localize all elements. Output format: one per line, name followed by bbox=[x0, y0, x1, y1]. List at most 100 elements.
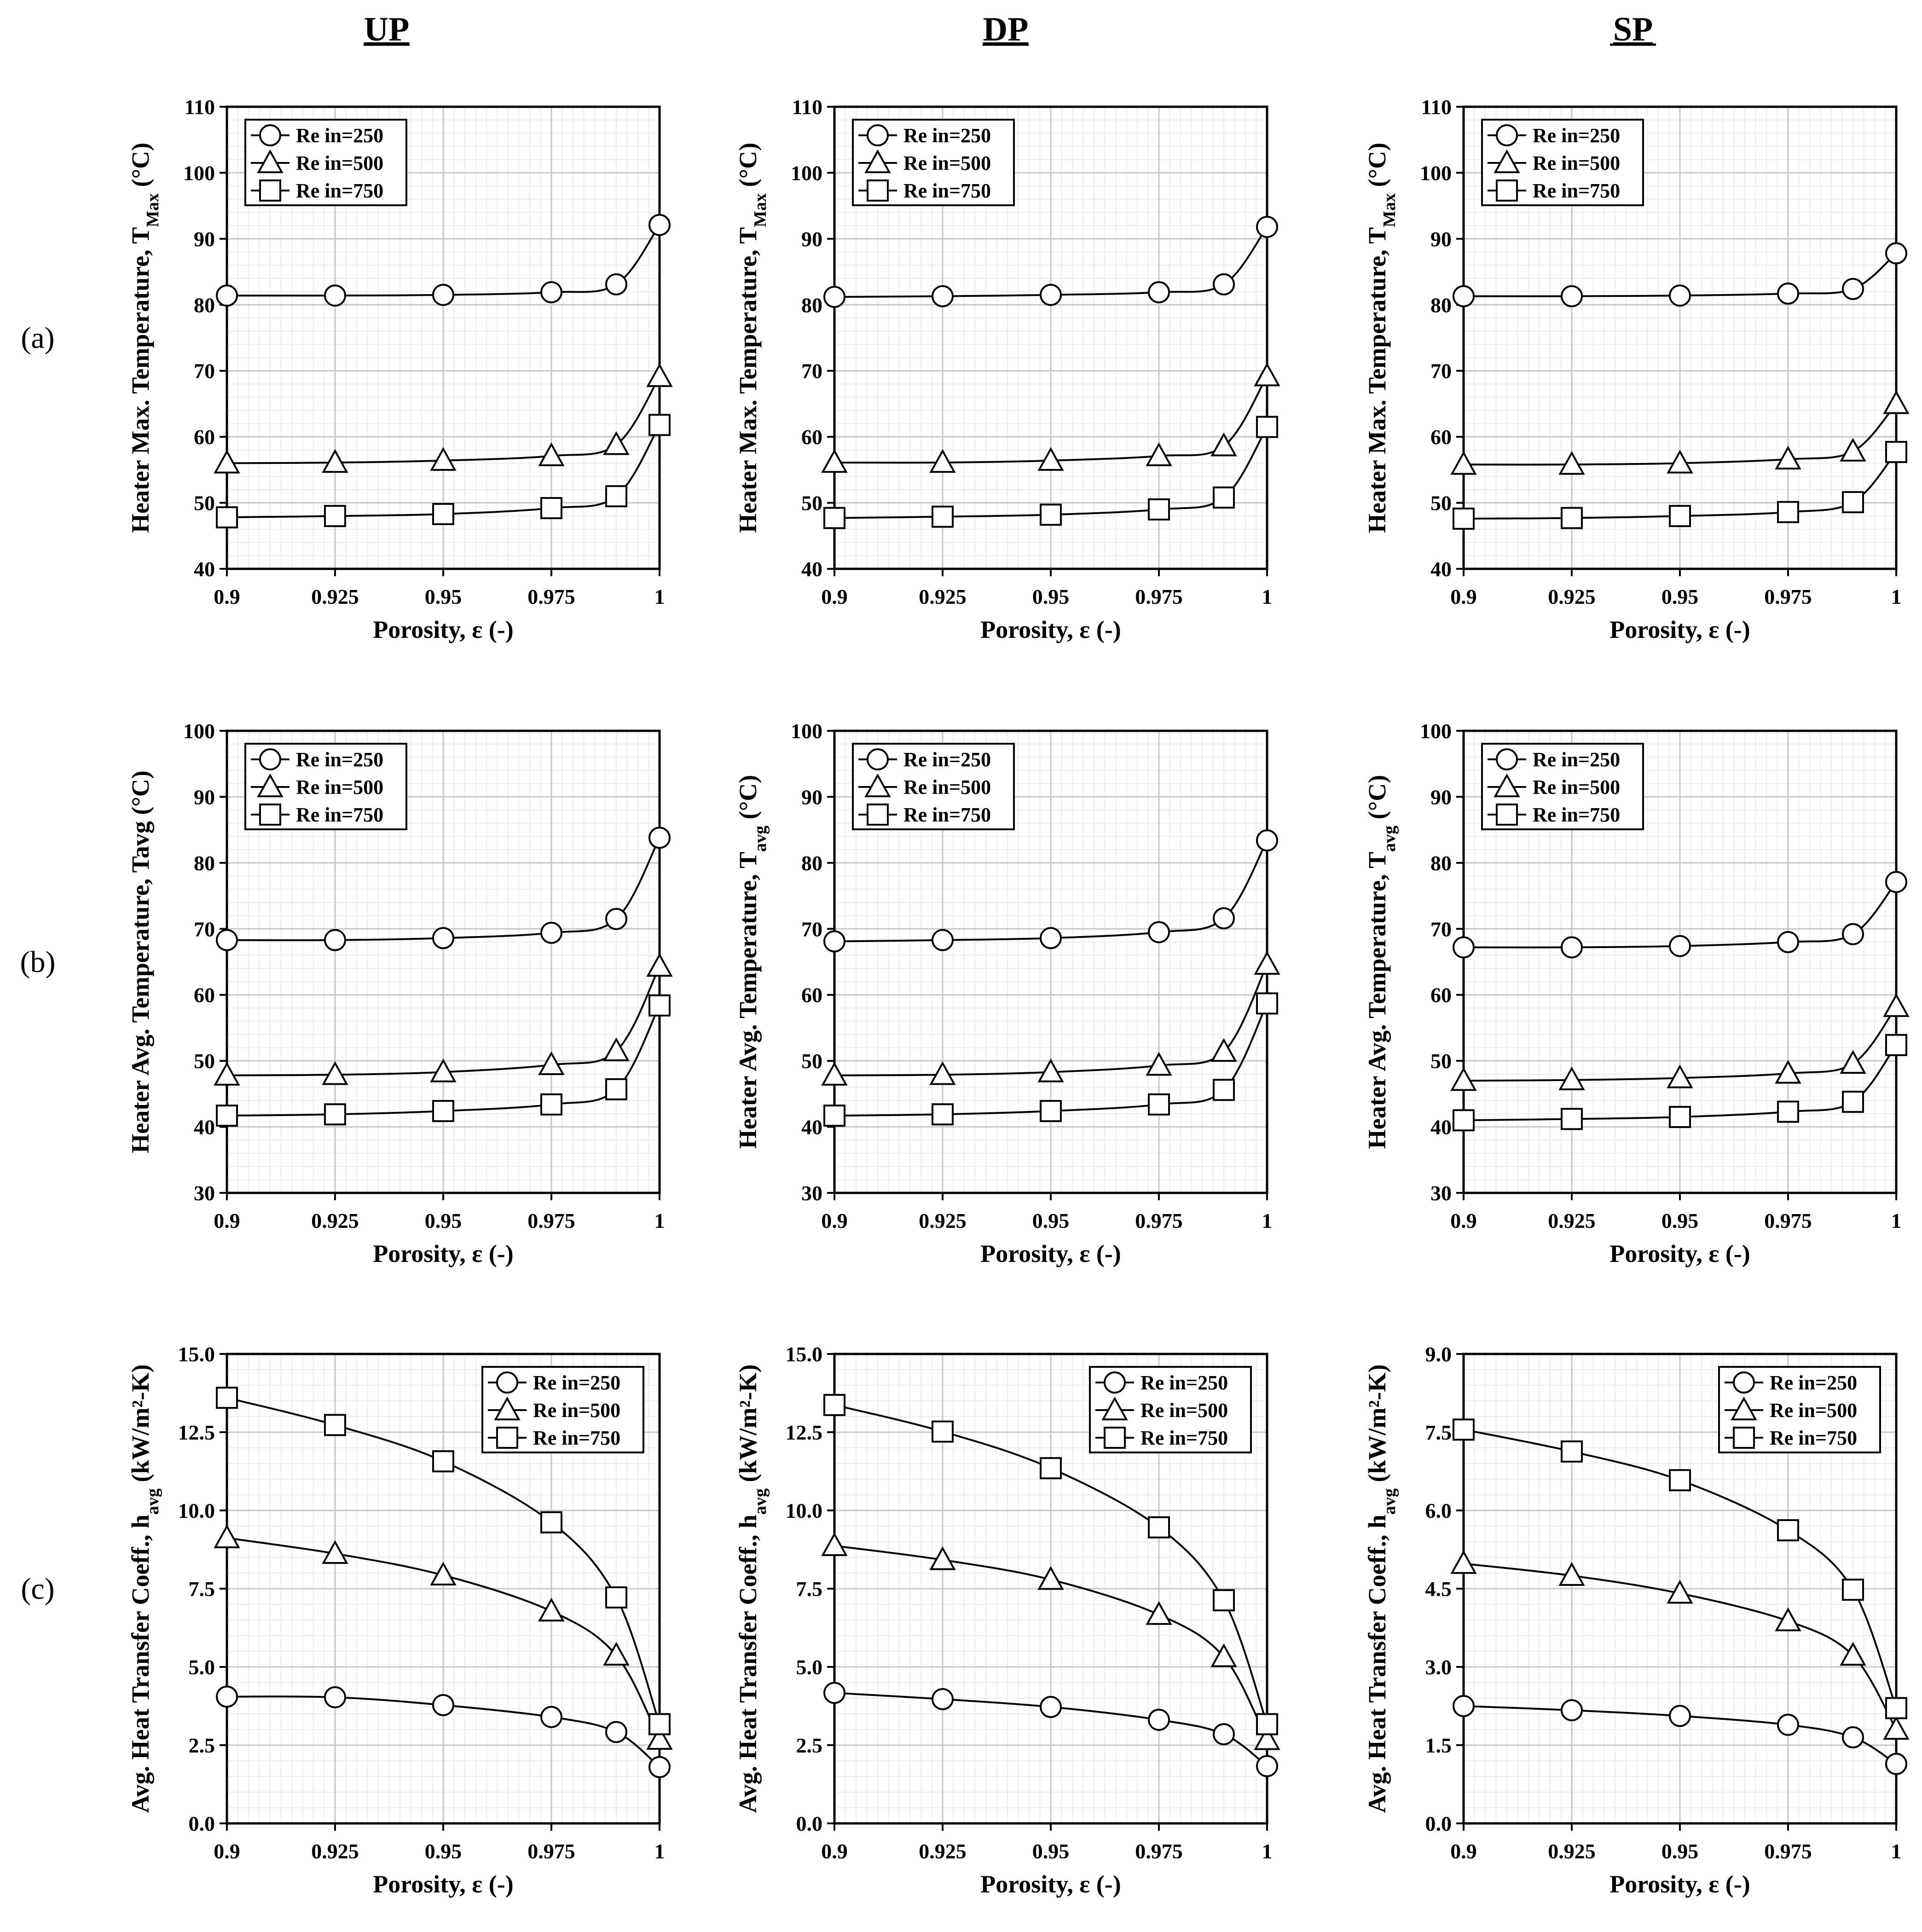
x-tick-label: 0.9 bbox=[821, 1839, 848, 1863]
data-point-circle bbox=[1213, 907, 1235, 930]
x-tick-label: 0.975 bbox=[527, 585, 575, 608]
charts: 40 50 60 70 80 90 100 110 0.9 0.925 0.95 0.975 1 Poro… bbox=[127, 95, 1910, 1898]
y-tick-label: 40 bbox=[194, 1116, 215, 1139]
data-point-circle bbox=[324, 284, 346, 307]
data-point-triangle bbox=[1667, 1579, 1693, 1604]
data-point-square bbox=[540, 1093, 562, 1116]
x-tick-label: 0.975 bbox=[1135, 585, 1183, 608]
y-tick-label: 5.0 bbox=[796, 1655, 823, 1679]
data-point-triangle bbox=[1558, 1562, 1585, 1586]
data-point-circle bbox=[324, 1686, 346, 1708]
x-tick-label: 0.925 bbox=[919, 1839, 967, 1863]
y-tick-label: 50 bbox=[194, 1049, 215, 1073]
data-point-triangle bbox=[430, 1059, 457, 1082]
y-axis-title-subscript: avg bbox=[751, 1488, 770, 1515]
x-tick-label: 0.925 bbox=[919, 585, 967, 608]
x-tick-label: 1 bbox=[1262, 1839, 1273, 1863]
x-tick-label: 1 bbox=[1891, 1209, 1902, 1232]
y-tick-label: 60 bbox=[1430, 425, 1452, 449]
chart-b-UP: 30 40 50 60 70 80 90 100 0.9 0.925 0.95 0.975 1 Poros… bbox=[127, 719, 673, 1267]
data-point-circle bbox=[1561, 285, 1583, 307]
legend-label: Re in=250 bbox=[296, 124, 383, 147]
x-tick-label: 0.95 bbox=[1661, 1839, 1699, 1863]
legend-label: Re in=750 bbox=[533, 1427, 620, 1449]
row-labels: (a) (b) (c) bbox=[20, 321, 56, 1606]
legend-label: Re in=250 bbox=[1770, 1371, 1857, 1394]
y-axis-title-units: (kW/m²-K) bbox=[734, 1364, 762, 1488]
data-point-square bbox=[1842, 1091, 1864, 1113]
x-tick-label: 1 bbox=[654, 1839, 665, 1863]
data-point-triangle bbox=[821, 1062, 848, 1086]
legend-marker-circle bbox=[1496, 748, 1518, 770]
y-axis-title-main: Heater Max. Temperature, T bbox=[127, 227, 154, 533]
series-line bbox=[1463, 1429, 1897, 1709]
y-tick-label: 100 bbox=[1420, 719, 1452, 743]
data-point-circle bbox=[1213, 273, 1235, 295]
y-tick-label: 2.5 bbox=[796, 1734, 823, 1757]
y-axis-title-units: (°C) bbox=[1363, 143, 1391, 193]
series-re-in-250 bbox=[823, 829, 1278, 953]
y-axis-title-main: Heater Avg. Temperature, T bbox=[1363, 852, 1391, 1149]
y-tick-label: 15.0 bbox=[786, 1342, 823, 1366]
data-point-square bbox=[1561, 1108, 1583, 1130]
legend-marker-square bbox=[1496, 179, 1518, 202]
data-point-square bbox=[1213, 1589, 1235, 1612]
series-line bbox=[834, 964, 1268, 1076]
data-point-square bbox=[648, 1713, 671, 1735]
data-point-square bbox=[932, 1420, 954, 1443]
data-point-triangle bbox=[646, 1726, 673, 1750]
y-tick-label: 40 bbox=[1430, 1116, 1452, 1139]
data-point-triangle bbox=[1558, 451, 1585, 475]
y-axis-title-units: (°C) bbox=[1363, 775, 1391, 826]
x-axis-title: Porosity, ε (-) bbox=[1609, 616, 1750, 643]
y-tick-label: 60 bbox=[801, 425, 822, 449]
data-point-circle bbox=[540, 1706, 562, 1728]
y-axis-title-subscript: Max bbox=[143, 193, 162, 227]
data-point-square bbox=[1669, 1469, 1691, 1492]
x-tick-label: 0.95 bbox=[1032, 1839, 1070, 1863]
y-axis-title-main: Heater Max. Temperature, T bbox=[1363, 227, 1391, 533]
y-tick-label: 70 bbox=[194, 917, 215, 941]
legend-marker-triangle bbox=[257, 773, 284, 798]
legend-label: Re in=500 bbox=[1533, 776, 1620, 798]
y-tick-label: 60 bbox=[801, 983, 822, 1007]
x-tick-label: 0.925 bbox=[311, 585, 359, 608]
legend-marker-triangle bbox=[864, 773, 891, 798]
data-point-triangle bbox=[1037, 447, 1064, 471]
y-tick-label: 1.5 bbox=[1425, 1734, 1452, 1757]
y-tick-label: 80 bbox=[801, 293, 822, 317]
legend-marker-square bbox=[1733, 1427, 1755, 1449]
chart-a-UP: 40 50 60 70 80 90 100 110 0.9 0.925 0.95 0.975 1 Poro… bbox=[127, 95, 673, 643]
data-point-circle bbox=[1885, 871, 1907, 893]
series-re-in-500 bbox=[214, 1524, 673, 1750]
y-axis-title: Heater Max. Temperature, TMax (°C) bbox=[127, 143, 162, 533]
data-point-square bbox=[1040, 503, 1062, 526]
series-re-in-750 bbox=[823, 992, 1278, 1127]
row-label-c: (c) bbox=[21, 1572, 54, 1606]
data-point-square bbox=[648, 414, 671, 436]
data-point-circle bbox=[1453, 1695, 1475, 1717]
y-axis-title-main: Heater Avg. Temperature, Tavg (°C) bbox=[127, 770, 154, 1153]
legend-label: Re in=250 bbox=[903, 124, 991, 147]
series-re-in-750 bbox=[823, 1394, 1278, 1735]
legend-marker-triangle bbox=[257, 149, 284, 174]
legend-label: Re in=750 bbox=[296, 179, 383, 202]
legend-marker-circle bbox=[259, 748, 281, 770]
x-tick-label: 0.925 bbox=[1548, 1839, 1596, 1863]
chart-a-SP: 40 50 60 70 80 90 100 110 0.9 0.925 0.95 0.975 1 Poro… bbox=[1363, 95, 1910, 643]
x-axis-title: Porosity, ε (-) bbox=[1609, 1240, 1750, 1267]
data-point-square bbox=[1453, 1109, 1475, 1132]
y-axis-title-units: (kW/m²-K) bbox=[1363, 1364, 1391, 1488]
legend: Re in=250 Re in=500 Re in=750 bbox=[852, 119, 1015, 206]
data-point-square bbox=[1842, 1579, 1864, 1601]
y-tick-label: 110 bbox=[792, 95, 822, 119]
data-point-triangle bbox=[1254, 951, 1280, 975]
chart-b-DP: 30 40 50 60 70 80 90 100 0.9 0.925 0.95 0.975 1 Poros… bbox=[734, 719, 1280, 1267]
data-point-square bbox=[432, 1450, 454, 1473]
data-point-circle bbox=[1256, 829, 1278, 852]
series-re-in-750 bbox=[216, 414, 671, 529]
column-header-up: UP bbox=[364, 11, 410, 48]
data-point-square bbox=[1669, 505, 1691, 527]
x-tick-label: 0.975 bbox=[1135, 1209, 1183, 1232]
legend-marker-circle bbox=[867, 124, 889, 146]
